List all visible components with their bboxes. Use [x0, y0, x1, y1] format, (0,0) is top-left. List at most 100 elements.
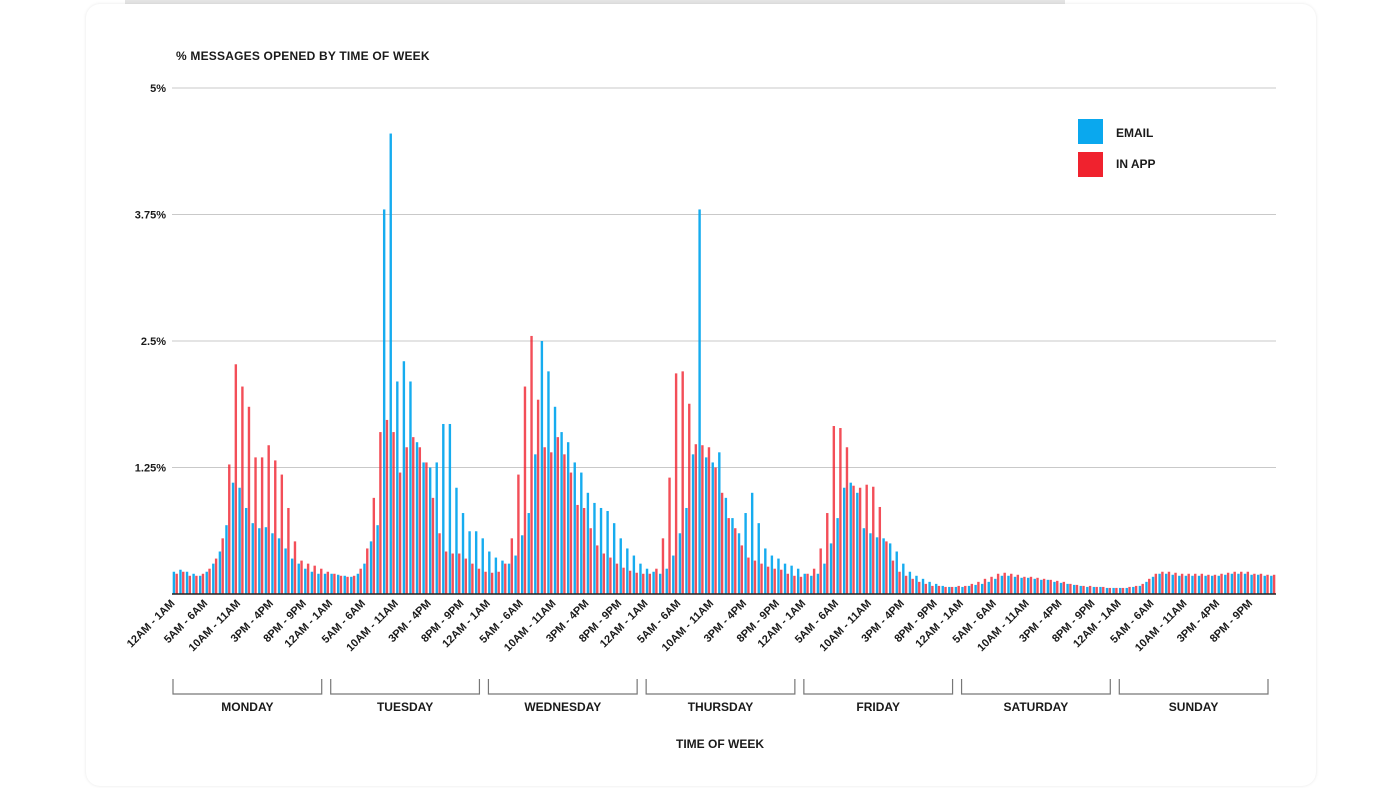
bar-in-app: [247, 406, 251, 594]
bar-email: [1270, 575, 1273, 594]
bar-email: [225, 525, 228, 594]
bar-in-app: [418, 447, 422, 594]
bar-email: [1204, 575, 1207, 594]
x-axis-label: TIME OF WEEK: [676, 737, 764, 751]
bar-email: [580, 472, 583, 594]
bar-email: [1197, 575, 1201, 594]
bar-in-app: [1088, 585, 1092, 594]
day-bracket: [172, 679, 323, 695]
bar-email: [369, 541, 373, 594]
bar-in-app: [241, 386, 244, 594]
bar-in-app: [569, 472, 573, 594]
bar-email: [192, 573, 195, 594]
bar-in-app: [1213, 574, 1217, 594]
bar-email: [1099, 586, 1102, 594]
bar-email: [586, 492, 590, 594]
bar-in-app: [589, 528, 592, 594]
bar-in-app: [602, 553, 606, 594]
bar-email: [231, 482, 235, 594]
bar-email: [520, 535, 524, 594]
bar-email: [376, 525, 379, 594]
bar-in-app: [615, 563, 619, 594]
bar-in-app: [326, 571, 330, 594]
bar-email: [928, 581, 931, 594]
bar-email: [277, 538, 281, 594]
bar-in-app: [609, 557, 612, 594]
bar-email: [645, 568, 649, 594]
bar-in-app: [1266, 574, 1269, 594]
bar-email: [764, 548, 767, 594]
bar-in-app: [1056, 580, 1059, 594]
day-label: THURSDAY: [688, 700, 754, 714]
bar-email: [698, 209, 701, 594]
bar-email: [540, 341, 544, 594]
bar-email: [1026, 577, 1030, 594]
bar-email: [829, 543, 833, 594]
bar-email: [238, 487, 241, 594]
bar-email: [396, 381, 399, 594]
bar-in-app: [563, 454, 566, 594]
bar-email: [1171, 574, 1174, 594]
bar-in-app: [970, 583, 974, 594]
day-label: TUESDAY: [377, 700, 433, 714]
bar-email: [1125, 587, 1128, 594]
bar-email: [428, 467, 432, 594]
bar-in-app: [832, 426, 836, 594]
bar-in-app: [293, 541, 297, 594]
bar-in-app: [208, 568, 211, 594]
bar-in-app: [1141, 583, 1144, 594]
bar-in-app: [1121, 587, 1125, 594]
bar-in-app: [517, 474, 520, 594]
bar-email: [599, 507, 603, 594]
bar-email: [777, 558, 780, 594]
bar-email: [941, 585, 944, 594]
bar-email: [632, 555, 636, 594]
day-bracket: [803, 679, 954, 695]
bar-email: [908, 571, 912, 594]
bar-email: [501, 560, 504, 594]
bar-email: [744, 513, 747, 594]
bar-email: [790, 565, 793, 594]
bar-in-app: [766, 566, 770, 594]
bar-in-app: [1115, 587, 1118, 594]
bar-in-app: [1075, 584, 1079, 594]
bar-in-app: [1180, 573, 1184, 594]
bar-email: [514, 555, 517, 594]
bar-email: [402, 361, 406, 594]
bar-in-app: [996, 573, 1000, 594]
bar-email: [724, 497, 728, 594]
day-bracket: [487, 679, 638, 695]
bar-email: [816, 573, 820, 594]
day-label: WEDNESDAY: [524, 700, 601, 714]
bar-email: [665, 568, 668, 594]
bar-email: [1224, 574, 1227, 594]
bar-email: [481, 538, 484, 594]
bars: [172, 133, 1276, 595]
bar-email: [468, 531, 471, 594]
bar-in-app: [918, 581, 921, 594]
bar-email: [882, 538, 885, 594]
bar-email: [823, 563, 826, 594]
bar-in-app: [740, 545, 744, 594]
bar-email: [271, 533, 274, 594]
bar-in-app: [753, 560, 757, 594]
bar-in-app: [964, 585, 967, 594]
bar-in-app: [490, 572, 494, 594]
bar-in-app: [221, 538, 224, 594]
bar-email: [954, 586, 958, 594]
bar-email: [1256, 574, 1260, 594]
bar-in-app: [734, 528, 737, 594]
bar-email: [350, 576, 353, 594]
bar-email: [310, 571, 314, 594]
bar-email: [1040, 579, 1043, 594]
day-label: FRIDAY: [856, 700, 900, 714]
day-bracket: [1118, 679, 1269, 695]
bar-in-app: [1062, 581, 1066, 594]
chart-title: % MESSAGES OPENED BY TIME OF WEEK: [176, 49, 430, 63]
bar-in-app: [681, 371, 684, 594]
bar-email: [1066, 583, 1069, 594]
bar-email: [356, 573, 360, 594]
bar-in-app: [1148, 578, 1151, 594]
bar-in-app: [1042, 578, 1046, 594]
